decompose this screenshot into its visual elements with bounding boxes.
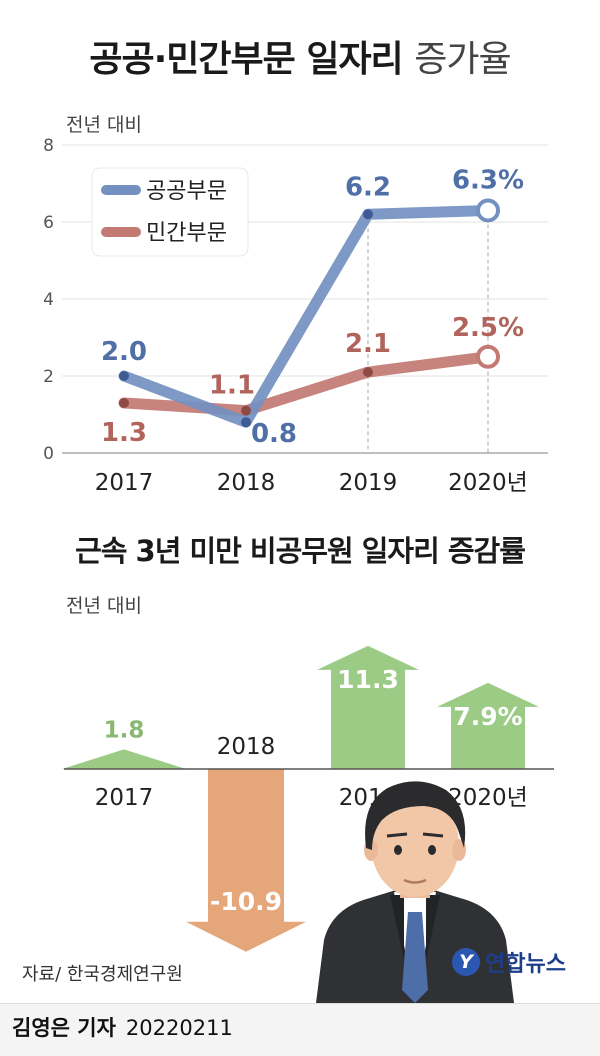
bar-arrow-up <box>437 682 539 769</box>
line-xtick-label: 2020년 <box>448 470 528 496</box>
line-ytick-label: 4 <box>43 290 54 310</box>
bar-arrow-down <box>186 769 306 952</box>
line-xtick-label: 2019 <box>339 470 398 496</box>
bar-xtick-label: 2020년 <box>448 785 528 811</box>
line-point-end <box>476 198 500 223</box>
line-data-label: 6.2 <box>345 172 391 202</box>
necktie <box>402 912 428 1003</box>
ear-right <box>452 839 466 861</box>
brow-right <box>422 832 444 838</box>
line-data-label: 6.3% <box>452 165 524 195</box>
line-point <box>119 397 129 408</box>
legend-label: 민간부문 <box>146 221 227 246</box>
line-ytick-label: 8 <box>43 136 54 156</box>
line-data-label: 1.1 <box>209 371 255 401</box>
line-ytick-label: 6 <box>43 213 54 233</box>
line-point-end <box>476 344 500 369</box>
line-data-label: 2.1 <box>345 329 391 359</box>
face <box>371 793 459 897</box>
hair <box>365 781 466 850</box>
brow-left <box>386 832 408 838</box>
bar-arrow-up <box>62 749 186 769</box>
line-chart-ylabel: 전년 대비 <box>66 114 142 136</box>
eye-left <box>394 845 402 855</box>
footer-bar <box>0 1003 600 1056</box>
legend-label: 공공부문 <box>146 179 227 204</box>
page-title: 공공·민간부문 일자리 증가율 <box>89 39 511 80</box>
line-point <box>363 367 373 378</box>
yonhap-logo-icon: Y <box>452 948 480 976</box>
bar-arrow-up <box>317 645 419 769</box>
line-ytick-label: 0 <box>43 444 54 464</box>
line-data-label: 2.5% <box>452 313 524 343</box>
bar-xtick-label: 2017 <box>95 785 154 811</box>
bar-value-label: 11.3 <box>337 665 399 694</box>
line-data-label: 2.0 <box>101 337 147 367</box>
source-note: 자료/ 한국경제연구원 <box>22 964 183 985</box>
shirt-front <box>394 892 436 1003</box>
lapel-right <box>426 895 440 960</box>
line-series-public <box>118 204 494 428</box>
byline: 김영은 기자 20220211 <box>12 1016 233 1040</box>
bar-chart-title: 근속 3년 미만 비공무원 일자리 증감률 <box>75 534 526 568</box>
line-data-label: 1.3 <box>101 418 147 448</box>
yonhap-logo-text: 연합뉴스 <box>485 952 566 977</box>
lapel-left <box>390 895 404 960</box>
bar-value-label: 1.8 <box>104 717 145 743</box>
line-data-label: 0.8 <box>251 419 297 449</box>
mouth <box>403 878 427 884</box>
bar-value-label: 7.9% <box>453 702 522 731</box>
bar-chart-ylabel: 전년 대비 <box>66 595 142 617</box>
line-point <box>363 209 373 220</box>
bar-xtick-label: 2018 <box>217 734 276 760</box>
eye-right <box>428 845 436 855</box>
line-point <box>119 371 129 381</box>
line-ytick-label: 2 <box>43 367 54 387</box>
line-xtick-label: 2017 <box>95 470 154 496</box>
line-series-private <box>118 351 494 417</box>
yonhap-logo: Y 연합뉴스 <box>452 946 566 978</box>
line-point <box>241 417 251 428</box>
bar-value-label: -10.9 <box>210 887 282 916</box>
line-xtick-label: 2018 <box>217 470 276 496</box>
line-point <box>241 405 251 416</box>
